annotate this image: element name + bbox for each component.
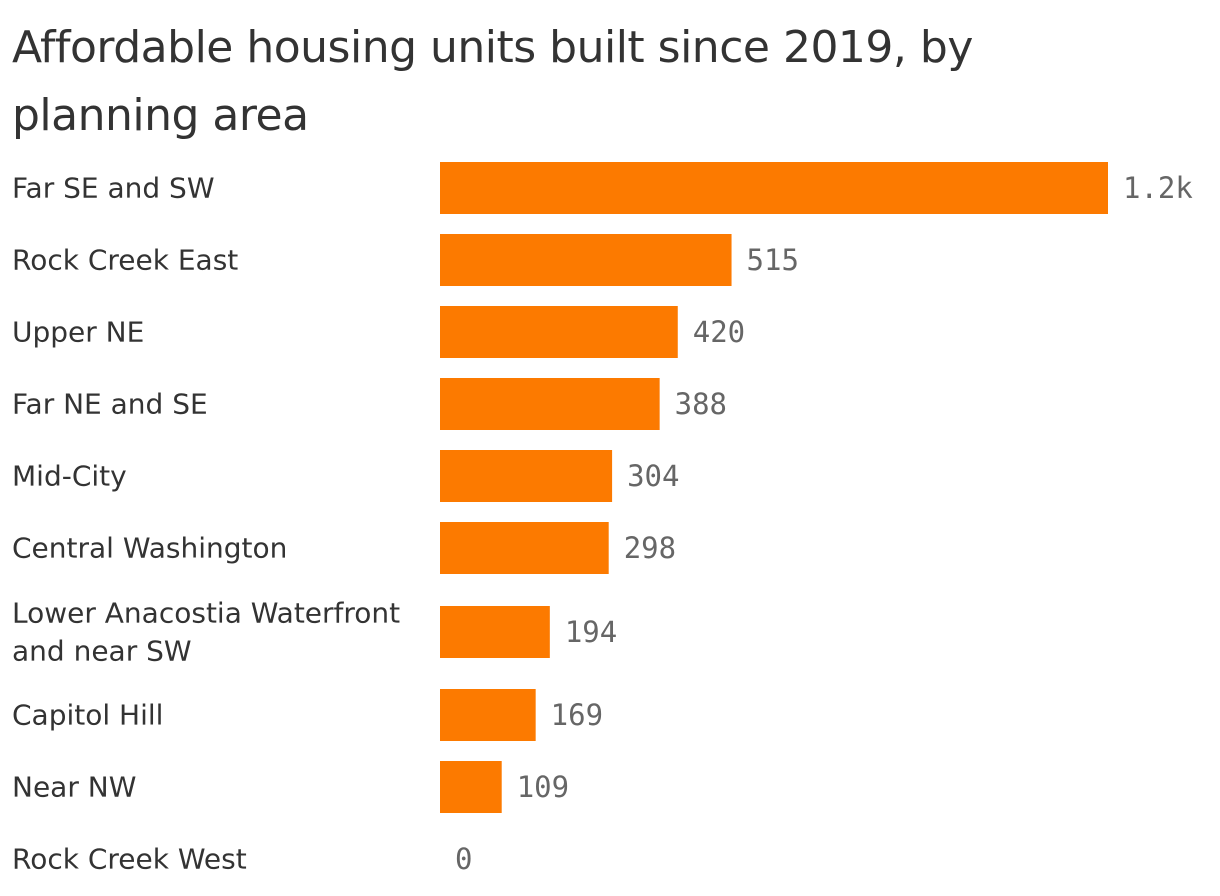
category-label: Rock Creek West xyxy=(12,843,247,876)
value-label: 388 xyxy=(675,387,727,421)
value-label: 194 xyxy=(565,615,617,649)
value-label: 1.2k xyxy=(1123,171,1193,205)
bar xyxy=(440,234,732,286)
value-label: 0 xyxy=(455,842,472,876)
bar xyxy=(440,761,502,813)
category-label: Upper NE xyxy=(12,316,144,349)
bar xyxy=(440,378,660,430)
bar xyxy=(440,162,1108,214)
category-label: Near NW xyxy=(12,771,136,804)
category-label: Far SE and SW xyxy=(12,172,215,205)
category-label: Central Washington xyxy=(12,532,287,565)
value-label: 515 xyxy=(747,243,799,277)
chart-title: Affordable housing units built since 201… xyxy=(12,22,973,141)
value-label: 169 xyxy=(551,698,603,732)
value-label: 304 xyxy=(627,459,679,493)
bar xyxy=(440,606,550,658)
bar xyxy=(440,522,609,574)
bar xyxy=(440,306,678,358)
category-label: Capitol Hill xyxy=(12,699,163,732)
bar xyxy=(440,689,536,741)
value-label: 298 xyxy=(624,531,676,565)
category-label: Far NE and SE xyxy=(12,388,208,421)
category-label: Lower Anacostia Waterfront and near SW xyxy=(12,597,400,668)
bar xyxy=(440,450,613,502)
category-label: Mid-City xyxy=(12,460,127,493)
value-label: 109 xyxy=(517,770,569,804)
category-label: Rock Creek East xyxy=(12,244,238,277)
value-label: 420 xyxy=(693,315,745,349)
